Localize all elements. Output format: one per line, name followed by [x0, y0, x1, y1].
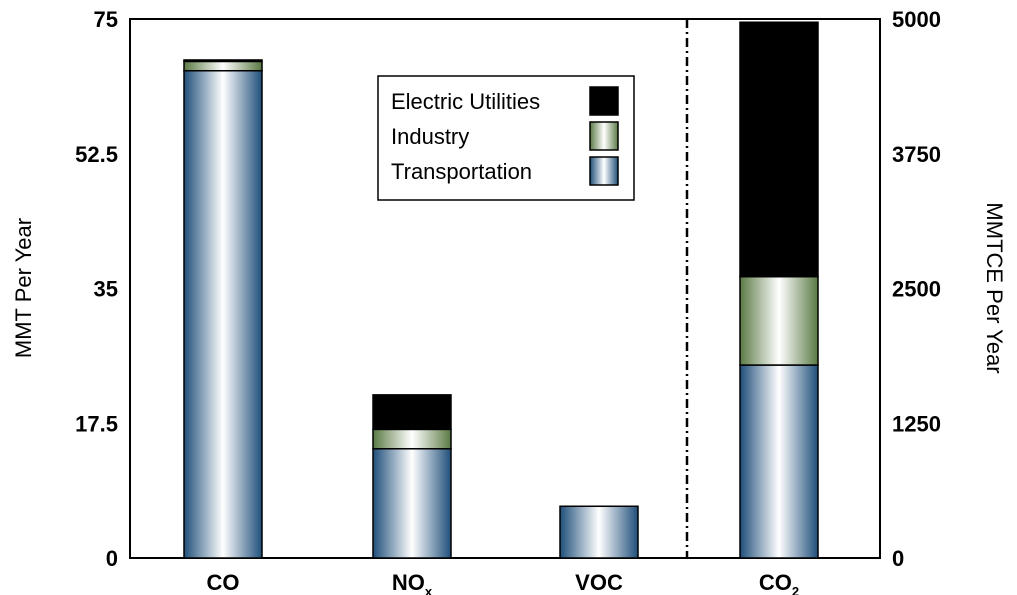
bar-co-industry — [183, 60, 263, 72]
left-axis-tick-label: 35 — [94, 277, 118, 302]
right-axis-tick-label: 0 — [892, 546, 904, 571]
category-labels: CO NOx VOC CO2 — [207, 570, 800, 595]
left-axis-tick-label: 17.5 — [75, 411, 118, 436]
left-axis-tick-label: 75 — [94, 7, 118, 32]
right-axis-label: MMTCE Per Year — [982, 202, 1007, 373]
plot-frame — [129, 18, 881, 559]
bar-co2-electric-utilities — [739, 21, 819, 278]
left-axis-tick-label: 52.5 — [75, 142, 118, 167]
bar-voc-transportation — [559, 505, 639, 559]
bars — [183, 21, 819, 559]
bar-co2-transportation — [739, 364, 819, 559]
bar-co-transportation — [183, 69, 263, 559]
category-label-co: CO — [207, 570, 240, 595]
bar-nox-electric-utilities — [372, 394, 452, 431]
right-axis-tick-label: 2500 — [892, 277, 941, 302]
category-label-co2: CO2 — [759, 570, 799, 595]
left-axis-tick-label: 0 — [106, 546, 118, 571]
right-axis-tick-label: 5000 — [892, 7, 941, 32]
left-axis-label: MMT Per Year — [11, 218, 36, 358]
category-label-nox: NOx — [392, 570, 433, 595]
bar-nox-industry — [372, 428, 452, 450]
category-label-voc: VOC — [575, 570, 623, 595]
legend-swatch-electric-utilities — [589, 86, 619, 116]
legend-swatch-industry — [589, 121, 619, 151]
right-axis-tick-label: 3750 — [892, 142, 941, 167]
right-axis-ticks: 0 1250 2500 3750 5000 — [892, 7, 941, 571]
bar-co-electric-utilities — [183, 59, 263, 63]
bar-co2-industry — [739, 275, 819, 366]
right-axis-tick-label: 1250 — [892, 411, 941, 436]
bar-nox-transportation — [372, 448, 452, 559]
legend-label-industry: Industry — [391, 124, 469, 149]
legend-label-electric-utilities: Electric Utilities — [391, 89, 540, 114]
legend-label-transportation: Transportation — [391, 159, 532, 184]
legend: Electric Utilities Industry Transportation — [377, 75, 635, 201]
legend-swatch-transportation — [589, 156, 619, 186]
left-axis-ticks: 0 17.5 35 52.5 75 — [75, 7, 118, 571]
